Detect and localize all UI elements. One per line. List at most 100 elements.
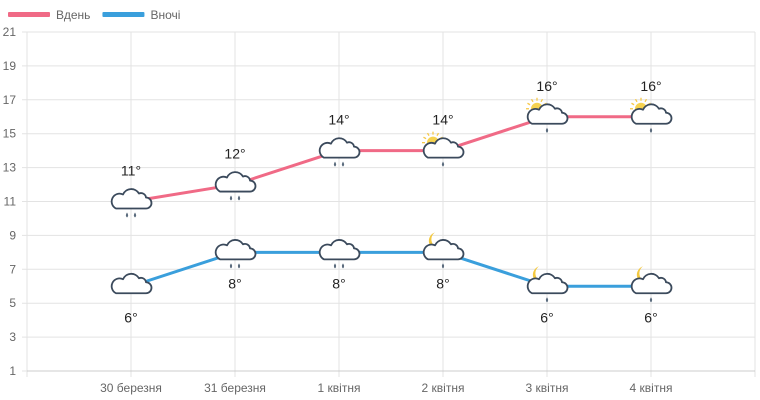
cloud-rain-2-icon — [214, 239, 257, 269]
sun-cloud-drop-icon — [422, 131, 465, 167]
data-point: 6° — [526, 266, 569, 325]
raindrop-icon — [441, 161, 445, 167]
cloud-shape — [318, 239, 361, 261]
cloud-shape — [214, 171, 257, 193]
sun-ray — [631, 102, 635, 106]
sun-ray — [423, 136, 427, 140]
raindrop-icon — [229, 263, 233, 269]
moon-cloud-drop-icon — [630, 266, 673, 303]
legend-label: Вдень — [56, 8, 90, 22]
legend-item: Вночі — [102, 8, 180, 22]
y-tick-label: 21 — [3, 25, 17, 39]
data-point: 8° — [214, 239, 257, 291]
y-tick-label: 9 — [9, 228, 16, 242]
series-day: 11° 12° 14° 14° 16° 16° — [110, 78, 673, 218]
sun-ray — [426, 132, 430, 137]
data-label: 11° — [121, 163, 141, 179]
raindrop-icon — [649, 127, 653, 133]
cloud-shape — [526, 103, 569, 125]
y-tick-label: 5 — [9, 296, 16, 310]
sun-ray — [540, 98, 544, 103]
moon-cloud-drop-icon — [422, 232, 465, 269]
y-tick-label: 13 — [3, 161, 17, 175]
cloud-shape — [422, 137, 465, 159]
cloud-rain-2-icon — [214, 171, 257, 201]
data-point: 6° — [630, 266, 673, 325]
cloud-shape — [110, 272, 153, 295]
y-tick-label: 11 — [4, 195, 17, 209]
data-label: 6° — [644, 309, 657, 325]
data-label: 8° — [228, 275, 241, 291]
sun-cloud-drop-icon — [630, 97, 673, 133]
data-label: 6° — [540, 309, 553, 325]
sun-ray — [436, 132, 440, 137]
x-tick-label: 31 березня — [204, 381, 266, 395]
y-tick-label: 19 — [3, 59, 17, 73]
data-label: 16° — [536, 78, 557, 94]
sun-cloud-drop-icon — [526, 97, 569, 133]
legend-swatch — [102, 12, 145, 17]
moon-cloud-drop-icon — [526, 266, 569, 303]
y-tick-label: 3 — [9, 330, 16, 344]
x-tick-label: 2 квітня — [422, 381, 465, 395]
x-tick-label: 30 березня — [100, 381, 162, 395]
raindrop-icon — [341, 263, 345, 269]
cloud-icon — [110, 272, 153, 295]
data-label: 6° — [124, 309, 137, 325]
raindrop-icon — [545, 297, 549, 303]
data-point: 16° — [630, 78, 673, 133]
x-tick-label: 3 квітня — [526, 381, 569, 395]
data-point: 16° — [526, 78, 569, 133]
raindrop-icon — [333, 161, 337, 167]
raindrop-icon — [237, 263, 241, 269]
legend-label: Вночі — [150, 8, 180, 22]
cloud-rain-2-icon — [110, 188, 153, 218]
data-label: 12° — [224, 146, 245, 162]
raindrop-icon — [133, 212, 137, 218]
sun-ray — [530, 98, 534, 103]
raindrop-icon — [341, 161, 345, 167]
y-tick-label: 15 — [3, 127, 17, 141]
y-tick-label: 7 — [9, 262, 16, 276]
data-label: 16° — [640, 78, 661, 94]
legend-swatch — [8, 12, 50, 17]
raindrop-icon — [333, 263, 337, 269]
raindrop-icon — [125, 212, 129, 218]
data-point: 6° — [110, 272, 153, 325]
data-point: 12° — [214, 146, 257, 201]
y-tick-label: 1 — [9, 364, 16, 378]
sun-ray — [634, 98, 638, 103]
raindrop-icon — [237, 195, 241, 201]
sun-ray — [644, 98, 648, 103]
series-line — [130, 115, 651, 203]
data-point: 11° — [110, 163, 153, 218]
x-tick-label: 1 квітня — [318, 381, 361, 395]
raindrop-icon — [545, 127, 549, 133]
data-label: 8° — [332, 275, 345, 291]
cloud-shape — [630, 272, 673, 295]
series-night: 6° 8° 8° 8° 6° 6° — [110, 232, 673, 325]
raindrop-icon — [649, 297, 653, 303]
data-point: 14° — [318, 112, 361, 167]
data-point: 14° — [422, 112, 465, 167]
data-label: 14° — [328, 112, 349, 128]
cloud-shape — [318, 137, 361, 159]
cloud-shape — [422, 239, 465, 261]
raindrop-icon — [441, 263, 445, 269]
sun-ray — [527, 102, 531, 106]
cloud-rain-2-icon — [318, 239, 361, 269]
cloud-shape — [110, 188, 153, 210]
y-tick-label: 17 — [3, 93, 17, 107]
legend-item: Вдень — [8, 8, 90, 22]
raindrop-icon — [229, 195, 233, 201]
data-point: 8° — [422, 232, 465, 291]
x-tick-label: 4 квітня — [630, 381, 673, 395]
cloud-shape — [526, 272, 569, 295]
cloud-rain-2-icon — [318, 137, 361, 167]
data-label: 8° — [436, 275, 449, 291]
data-label: 14° — [432, 112, 453, 128]
cloud-shape — [630, 103, 673, 125]
data-point: 8° — [318, 239, 361, 291]
cloud-shape — [214, 239, 257, 261]
